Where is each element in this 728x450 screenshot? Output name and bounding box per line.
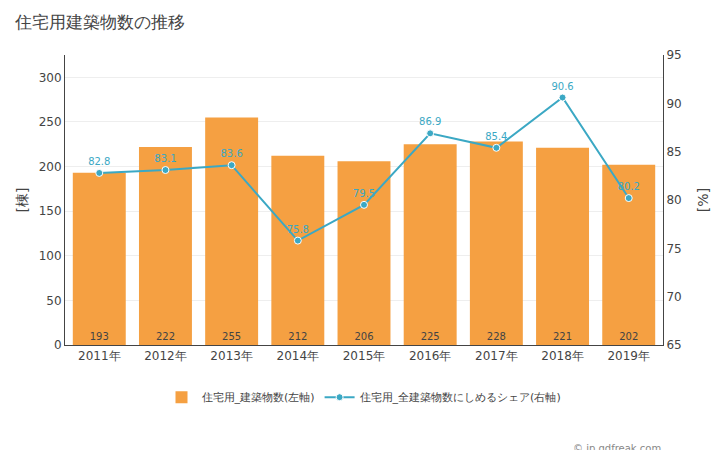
svg-text:86.9: 86.9 [419, 116, 441, 127]
svg-text:2016年: 2016年 [409, 349, 452, 363]
svg-text:[棟]: [棟] [14, 188, 30, 213]
svg-text:2018年: 2018年 [541, 349, 584, 363]
svg-text:2019年: 2019年 [607, 349, 650, 363]
svg-text:70: 70 [666, 290, 681, 304]
svg-text:202: 202 [619, 331, 638, 342]
svg-text:© jp.gdfreak.com: © jp.gdfreak.com [573, 443, 661, 450]
svg-text:90.6: 90.6 [551, 81, 573, 92]
svg-text:83.6: 83.6 [221, 148, 243, 159]
svg-text:2015年: 2015年 [343, 349, 386, 363]
svg-text:206: 206 [354, 331, 373, 342]
svg-text:2014年: 2014年 [277, 349, 320, 363]
svg-text:0: 0 [54, 338, 62, 352]
svg-text:150: 150 [39, 204, 62, 218]
svg-text:2017年: 2017年 [475, 349, 518, 363]
svg-text:2013年: 2013年 [210, 349, 253, 363]
svg-text:79.5: 79.5 [353, 188, 375, 199]
svg-text:82.8: 82.8 [88, 156, 110, 167]
svg-text:85.4: 85.4 [485, 131, 507, 142]
svg-text:85: 85 [666, 145, 681, 159]
svg-text:住宅用建築物数の推移: 住宅用建築物数の推移 [14, 12, 185, 32]
svg-text:2012年: 2012年 [144, 349, 187, 363]
svg-text:50: 50 [46, 294, 61, 308]
svg-text:75: 75 [666, 242, 681, 256]
svg-text:250: 250 [39, 115, 62, 129]
svg-text:95: 95 [666, 48, 681, 62]
svg-text:228: 228 [487, 331, 506, 342]
svg-text:200: 200 [39, 160, 62, 174]
svg-text:222: 222 [156, 331, 175, 342]
svg-text:75.8: 75.8 [287, 224, 309, 235]
svg-text:65: 65 [666, 338, 681, 352]
svg-text:住宅用_建築物数(左軸): 住宅用_建築物数(左軸) [202, 391, 315, 404]
svg-text:255: 255 [222, 331, 241, 342]
svg-text:83.1: 83.1 [154, 153, 176, 164]
svg-text:2011年: 2011年 [78, 349, 121, 363]
svg-text:193: 193 [90, 331, 109, 342]
svg-text:住宅用_全建築物数にしめるシェア(右軸): 住宅用_全建築物数にしめるシェア(右軸) [360, 391, 561, 404]
svg-text:225: 225 [421, 331, 440, 342]
svg-text:212: 212 [288, 331, 307, 342]
svg-text:90: 90 [666, 97, 681, 111]
svg-text:80: 80 [666, 193, 681, 207]
svg-text:221: 221 [553, 331, 572, 342]
svg-text:[%]: [%] [695, 188, 711, 212]
svg-text:100: 100 [39, 249, 62, 263]
svg-text:300: 300 [39, 71, 62, 85]
svg-text:80.2: 80.2 [618, 181, 640, 192]
